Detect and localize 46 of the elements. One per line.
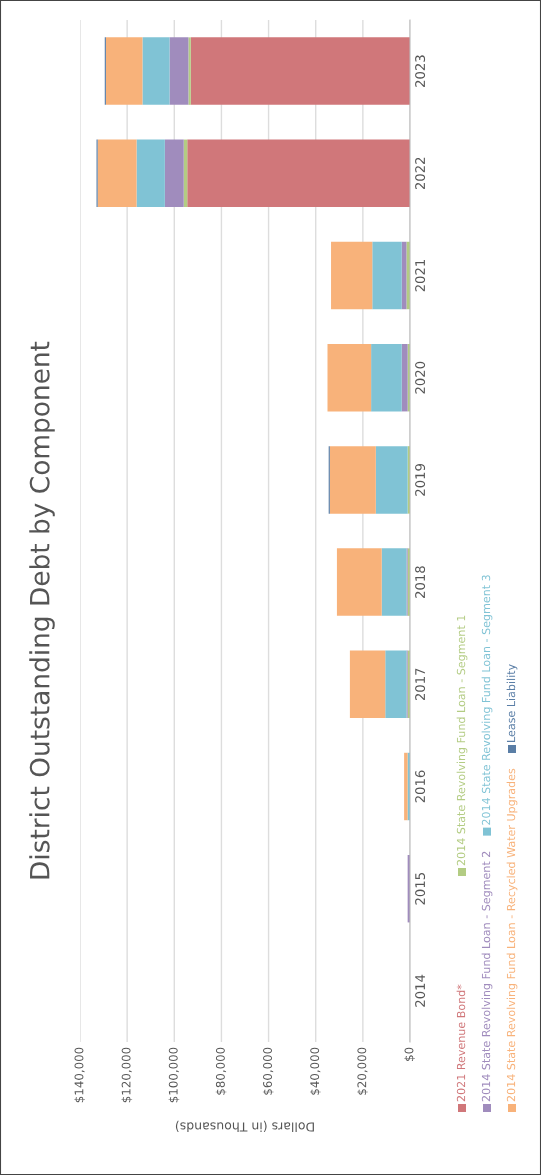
y-tick-label: 2016: [415, 770, 426, 803]
text: 2021 Revenue Bond*: [456, 984, 466, 1102]
text: 2014 State Revolving Fund Loan - Recycled Water Upgrades: [506, 768, 518, 1102]
text: Lease Liability: [506, 664, 518, 742]
y-tick-label: 2018: [415, 566, 426, 598]
x-tick-label: $80,000: [215, 1047, 227, 1095]
bar: [188, 37, 191, 105]
bar: [336, 548, 382, 616]
y-tick-label: 2017: [415, 668, 426, 701]
bar: [97, 139, 137, 208]
bar: [142, 37, 170, 105]
x-tick-label: $20,000: [357, 1047, 368, 1095]
bar: [190, 37, 410, 105]
bar: [164, 139, 184, 208]
bar: [349, 650, 386, 719]
bar: [105, 37, 143, 105]
bar: [329, 446, 376, 514]
y-tick-label: 2023: [415, 55, 426, 87]
y-tick-label: 2019: [415, 464, 426, 496]
x-tick-label: $120,000: [121, 1047, 133, 1103]
bar: [136, 139, 165, 208]
text: 2014 State Revolving Fund Loan - Segment 1: [456, 615, 468, 866]
y-tick-label: 2021: [415, 259, 426, 292]
bar: [331, 241, 373, 310]
bar: [381, 548, 407, 616]
bar: [371, 343, 402, 412]
bar: [169, 37, 189, 105]
bar: [372, 241, 402, 310]
text: 2014 State Revolving Fund Loan - Segment 3: [481, 575, 493, 825]
bar: [401, 343, 408, 412]
x-tick-label: $0: [404, 1047, 415, 1061]
text: District Outstanding Debt by Component: [29, 341, 55, 879]
bar: [375, 446, 408, 514]
x-tick-label: $140,000: [74, 1047, 85, 1103]
x-tick-label: $40,000: [310, 1047, 321, 1095]
x-tick-label: $60,000: [262, 1047, 274, 1095]
bar: [327, 343, 372, 412]
text: 2014 State Revolving Fund Loan - Segment 2: [481, 851, 493, 1102]
y-tick-label: 2022: [415, 157, 426, 190]
x-tick-label: $100,000: [168, 1047, 180, 1103]
bar: [385, 650, 407, 719]
x-axis-title: Dollars (in Thousands): [175, 1120, 314, 1132]
bar: [187, 139, 410, 208]
y-tick-label: 2015: [415, 873, 426, 905]
y-tick-label: 2020: [415, 361, 426, 394]
y-tick-label: 2014: [415, 974, 426, 1007]
